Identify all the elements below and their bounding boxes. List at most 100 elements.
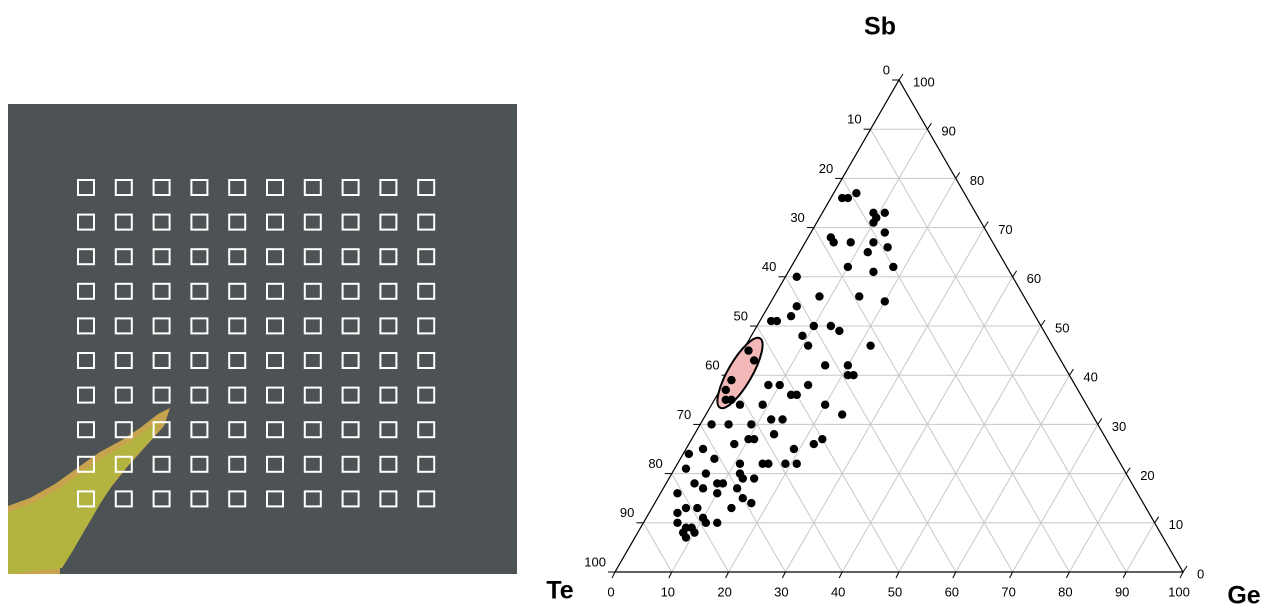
tick-mark [896, 572, 899, 578]
ge-tick-label: 20 [717, 584, 731, 599]
data-point [881, 209, 889, 217]
ge-tick-label: 60 [945, 584, 959, 599]
data-point [821, 401, 829, 409]
data-point [722, 386, 730, 394]
sb-tick-label: 70 [998, 222, 1012, 237]
data-point [673, 489, 681, 497]
data-point [778, 415, 786, 423]
tick-mark [984, 222, 988, 228]
ge-tick-label: 0 [607, 584, 614, 599]
data-point [770, 430, 778, 438]
data-point [702, 469, 710, 477]
data-point [702, 519, 710, 527]
sb-tick-label: 40 [1083, 370, 1097, 385]
grid-line [785, 228, 984, 572]
data-point [687, 524, 695, 532]
ge-tick-label: 100 [1168, 584, 1190, 599]
sb-tick-label: 30 [1112, 419, 1126, 434]
grid-line [814, 228, 1013, 572]
micrograph-panel [8, 104, 517, 574]
grid-line [871, 129, 1127, 572]
tick-mark [726, 572, 729, 578]
data-point [829, 238, 837, 246]
data-point [889, 263, 897, 271]
data-point [690, 479, 698, 487]
data-point [881, 228, 889, 236]
tick-mark [1126, 468, 1130, 474]
data-point [804, 341, 812, 349]
sb-tick-label: 90 [941, 124, 955, 139]
sb-tick-label: 100 [913, 74, 935, 89]
data-point [835, 327, 843, 335]
data-point [719, 479, 727, 487]
tick-mark [1041, 320, 1045, 326]
ge-tick-label: 90 [1115, 584, 1129, 599]
tick-mark [612, 572, 615, 578]
data-point [693, 504, 701, 512]
data-point [682, 464, 690, 472]
te-tick-label: 10 [847, 112, 861, 127]
data-point [724, 420, 732, 428]
data-point [739, 474, 747, 482]
data-point [707, 420, 715, 428]
tick-mark [1010, 572, 1013, 578]
tick-mark [782, 572, 785, 578]
data-point [804, 381, 812, 389]
page: Sb Te Ge 0102030405060708090100010203040… [0, 0, 1279, 610]
tick-mark [1123, 572, 1126, 578]
data-point [866, 341, 874, 349]
tick-mark [899, 74, 903, 80]
ge-tick-label: 70 [1001, 584, 1015, 599]
data-point [793, 302, 801, 310]
te-tick-label: 80 [648, 456, 662, 471]
data-point [733, 484, 741, 492]
data-point [869, 218, 877, 226]
data-point [710, 455, 718, 463]
data-point [844, 361, 852, 369]
top-corner-label: Sb [864, 13, 896, 41]
tick-mark [1066, 572, 1069, 578]
left-corner-label: Te [546, 577, 573, 605]
ge-tick-label: 50 [888, 584, 902, 599]
data-point [864, 248, 872, 256]
data-point [747, 420, 755, 428]
data-point [793, 460, 801, 468]
te-tick-label: 90 [620, 505, 634, 520]
data-point [673, 519, 681, 527]
data-point [682, 504, 690, 512]
data-point [685, 450, 693, 458]
right-corner-label: Ge [1227, 582, 1260, 610]
data-point [776, 381, 784, 389]
te-tick-label: 50 [734, 308, 748, 323]
data-point [736, 460, 744, 468]
data-point [750, 474, 758, 482]
data-point [883, 243, 891, 251]
sb-tick-label: 20 [1140, 468, 1154, 483]
data-point [713, 489, 721, 497]
data-point [699, 445, 707, 453]
data-point [827, 322, 835, 330]
data-point [787, 391, 795, 399]
tick-mark [1098, 418, 1102, 424]
tick-mark [956, 172, 960, 178]
te-tick-label: 100 [584, 554, 606, 569]
sb-tick-label: 60 [1027, 271, 1041, 286]
data-point [764, 381, 772, 389]
data-point [838, 194, 846, 202]
ge-tick-label: 40 [831, 584, 845, 599]
grid-line [1013, 424, 1098, 572]
data-point [767, 317, 775, 325]
data-point [739, 494, 747, 502]
data-point [810, 440, 818, 448]
data-point [810, 322, 818, 330]
tick-mark [1013, 271, 1017, 277]
ge-tick-label: 10 [661, 584, 675, 599]
te-tick-label: 70 [677, 407, 691, 422]
ge-tick-label: 30 [774, 584, 788, 599]
data-point [855, 292, 863, 300]
data-point [790, 445, 798, 453]
data-point [847, 238, 855, 246]
data-point [727, 376, 735, 384]
data-point [781, 460, 789, 468]
sb-tick-label: 50 [1055, 320, 1069, 335]
